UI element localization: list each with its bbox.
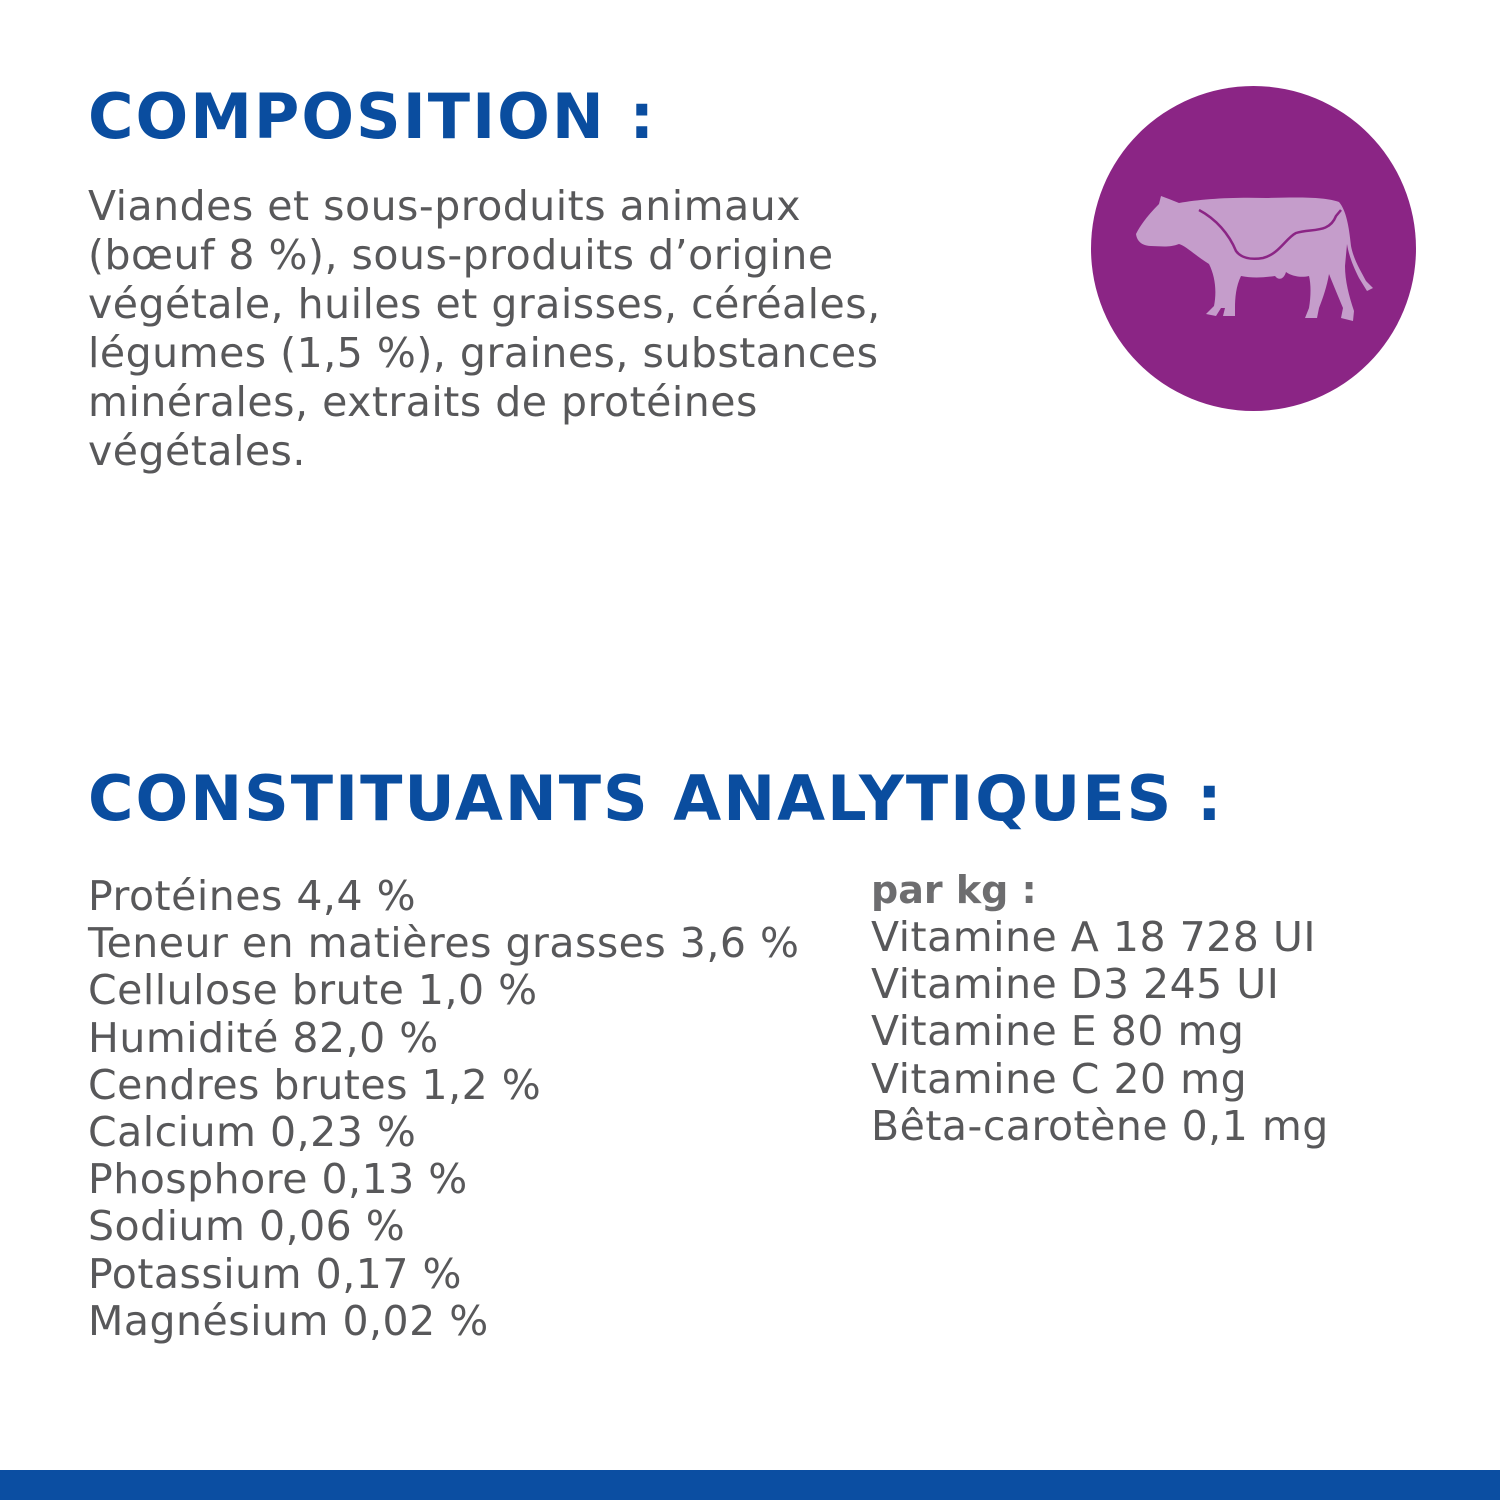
vitamin-item: Vitamine A 18 728 UI — [871, 913, 1316, 961]
vitamin-item: Vitamine C 20 mg — [871, 1054, 1248, 1103]
analytical-item: Protéines 4,4 % — [88, 872, 417, 920]
analytical-item: Magnésium 0,02 % — [88, 1296, 489, 1345]
vitamin-item: Vitamine D3 245 UI — [871, 960, 1280, 1009]
composition-line: végétales. — [88, 427, 306, 475]
composition-line: légumes (1,5 %), graines, substances — [88, 329, 879, 377]
analytical-list: Protéines 4,4 % Teneur en matières grass… — [88, 872, 800, 1345]
analytical-item: Calcium 0,23 % — [88, 1108, 417, 1157]
analytical-item: Humidité 82,0 % — [88, 1013, 439, 1062]
analytical-item: Cendres brutes 1,2 % — [88, 1060, 542, 1109]
analytical-title: CONSTITUANTS ANALYTIQUES : — [88, 762, 1224, 835]
beef-badge — [1091, 86, 1416, 411]
composition-line: (bœuf 8 %), sous-produits d’origine — [88, 231, 834, 279]
analytical-item: Phosphore 0,13 % — [88, 1155, 468, 1204]
cow-icon — [1091, 86, 1416, 411]
vitamin-item: Bêta-carotène 0,1 mg — [871, 1101, 1329, 1150]
analytical-item: Sodium 0,06 % — [88, 1202, 406, 1251]
composition-line: minérales, extraits de protéines — [88, 378, 758, 426]
per-kg-label: par kg : — [871, 868, 1037, 912]
analytical-item: Potassium 0,17 % — [88, 1249, 462, 1298]
per-kg-section: par kg : Vitamine A 18 728 UI Vitamine D… — [871, 866, 1329, 1150]
footer-bar — [0, 1470, 1500, 1500]
vitamin-item: Vitamine E 80 mg — [871, 1007, 1245, 1056]
analytical-item: Teneur en matières grasses 3,6 % — [88, 919, 800, 968]
composition-text: Viandes et sous-produits animaux (bœuf 8… — [88, 182, 881, 476]
composition-title: COMPOSITION : — [88, 80, 657, 153]
composition-line: végétale, huiles et graisses, céréales, — [88, 280, 881, 328]
analytical-item: Cellulose brute 1,0 % — [88, 966, 538, 1015]
composition-line: Viandes et sous-produits animaux — [88, 182, 801, 230]
